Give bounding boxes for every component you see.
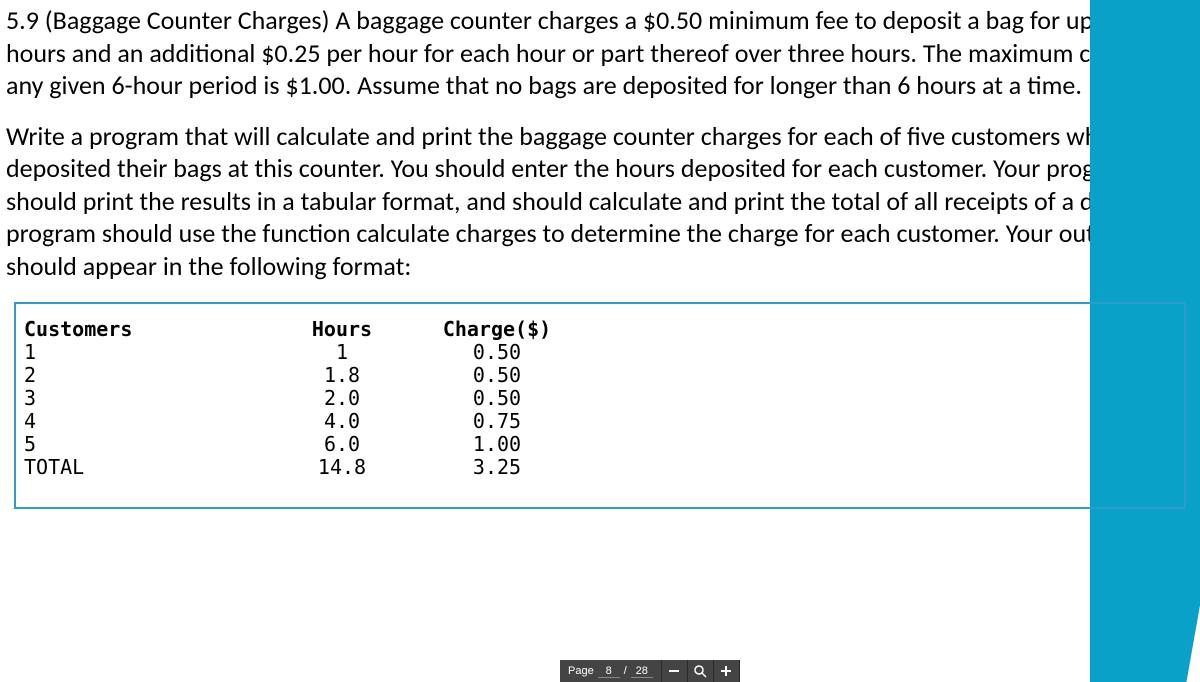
page-separator: /	[624, 665, 627, 677]
problem-paragraph-2: Write a program that will calculate and …	[6, 120, 1194, 283]
zoom-in-button[interactable]	[714, 660, 740, 682]
cell-customer: 1	[24, 341, 262, 364]
cell-charge: 1.00	[422, 433, 572, 456]
cell-hours: 4.0	[262, 410, 422, 433]
cell-customer: 3	[24, 387, 262, 410]
cell-charge: 0.75	[422, 410, 572, 433]
cell-total-hours: 14.8	[262, 456, 422, 479]
cell-hours: 2.0	[262, 387, 422, 410]
page-number-input[interactable]	[598, 665, 620, 678]
slide-content: 5.9 (Baggage Counter Charges) A baggage …	[0, 0, 1200, 509]
zoom-button[interactable]	[688, 660, 714, 682]
cell-customer: 5	[24, 433, 262, 456]
output-total-row: TOTAL 14.8 3.25	[24, 456, 1176, 479]
viewer-toolbar: Page / 28	[560, 660, 740, 682]
header-hours: Hours	[262, 318, 422, 341]
output-header-row: Customers Hours Charge($)	[24, 318, 1176, 341]
page-total: 28	[631, 665, 653, 678]
header-charge: Charge($)	[422, 318, 572, 341]
output-row: 5 6.0 1.00	[24, 433, 1176, 456]
problem-paragraph-1: 5.9 (Baggage Counter Charges) A baggage …	[6, 4, 1194, 102]
output-row: 3 2.0 0.50	[24, 387, 1176, 410]
output-row: 2 1.8 0.50	[24, 364, 1176, 387]
cell-charge: 0.50	[422, 387, 572, 410]
cell-total-label: TOTAL	[24, 456, 262, 479]
header-customers: Customers	[24, 318, 262, 341]
cell-charge: 0.50	[422, 341, 572, 364]
cell-customer: 2	[24, 364, 262, 387]
cell-hours: 6.0	[262, 433, 422, 456]
output-row: 1 1 0.50	[24, 341, 1176, 364]
cell-hours: 1	[262, 341, 422, 364]
sample-output-box: Customers Hours Charge($) 1 1 0.50 2 1.8…	[14, 302, 1186, 509]
page-label: Page	[568, 665, 594, 677]
cell-total-charge: 3.25	[422, 456, 572, 479]
zoom-out-button[interactable]	[662, 660, 688, 682]
page-indicator: Page / 28	[560, 660, 662, 682]
output-row: 4 4.0 0.75	[24, 410, 1176, 433]
cell-hours: 1.8	[262, 364, 422, 387]
cell-charge: 0.50	[422, 364, 572, 387]
cell-customer: 4	[24, 410, 262, 433]
